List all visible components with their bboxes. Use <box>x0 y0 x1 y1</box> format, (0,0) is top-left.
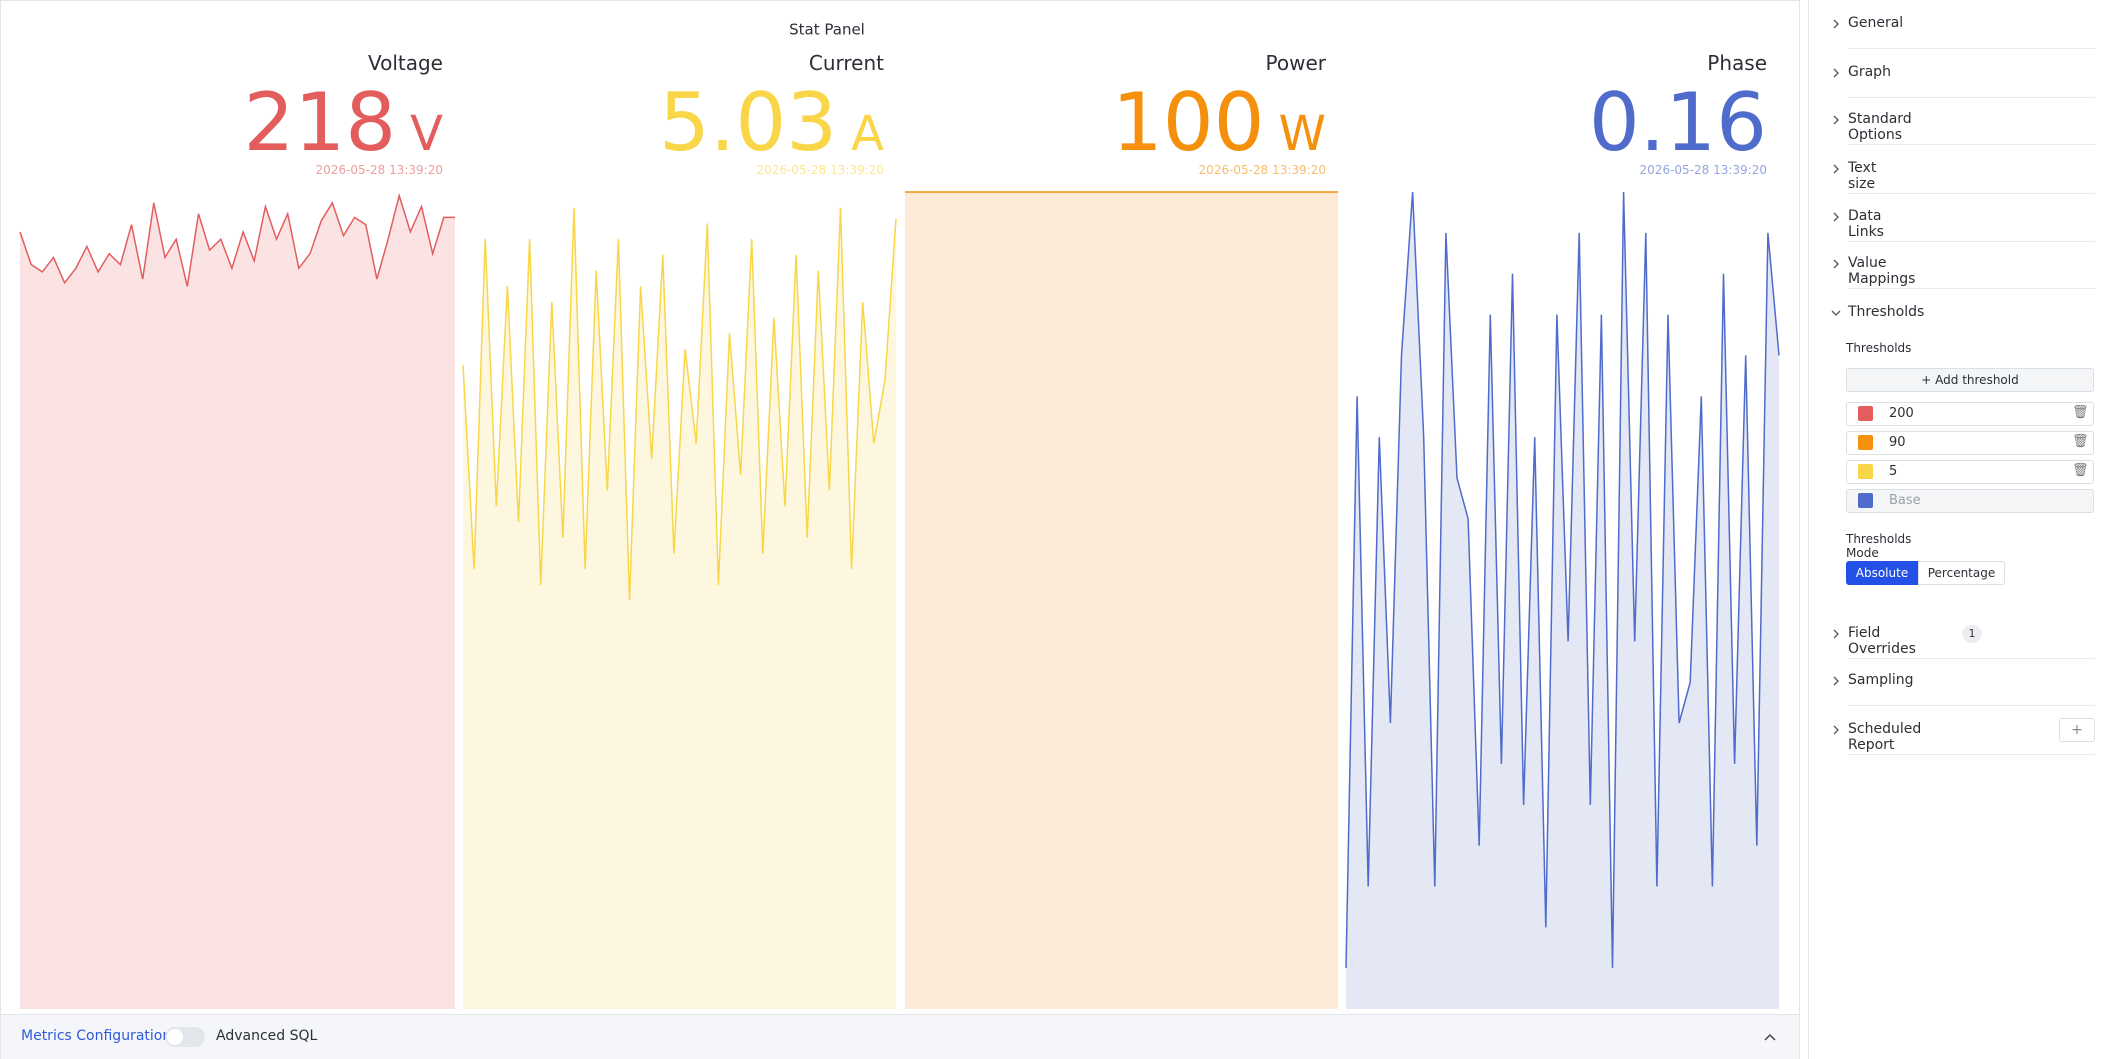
stat-timestamp: 2026-05-28 13:39:20 <box>757 163 884 177</box>
chevron <box>1833 259 1839 269</box>
stat-number: 218 <box>243 76 396 169</box>
add-threshold-label: Add threshold <box>1935 373 2019 387</box>
stat-name: Phase <box>1707 51 1767 75</box>
stat-value: 5.03 A <box>659 76 884 169</box>
stat-number: 5.03 <box>659 76 837 169</box>
threshold-color[interactable] <box>1858 464 1873 479</box>
separator <box>1848 705 2095 706</box>
metrics-link[interactable]: Metrics Configuration <box>21 1028 172 1044</box>
separator <box>1848 48 2095 49</box>
section-header[interactable]: General <box>1848 15 1904 31</box>
sparkline <box>1345 191 1780 969</box>
collapse-icon[interactable] <box>1763 1030 1777 1044</box>
stat-value: 218 V <box>243 76 443 169</box>
stat-value: 0.16 <box>1589 76 1767 169</box>
stat-number: 0.16 <box>1589 76 1767 169</box>
add-threshold[interactable]: + Add threshold <box>1846 368 2094 392</box>
section-header[interactable]: Graph <box>1848 64 1891 80</box>
section-header[interactable]: Scheduled Report <box>1848 721 1922 753</box>
separator <box>1848 97 2095 98</box>
sparkline-area <box>905 192 1338 1009</box>
toggle-label: Advanced SQL <box>216 1028 318 1044</box>
separator <box>1848 754 2095 755</box>
sparkline-area <box>1346 192 1779 1009</box>
separator <box>1848 193 2095 194</box>
stat-unit: A <box>851 106 884 162</box>
chevron <box>1833 725 1839 735</box>
stat-unit: V <box>410 106 443 162</box>
stat-unit: W <box>1279 106 1326 162</box>
chevron <box>1833 164 1839 174</box>
section-header[interactable]: Value Mappings <box>1848 255 1916 287</box>
separator <box>1848 144 2095 145</box>
section-header[interactable]: Standard Options <box>1848 111 1912 143</box>
stat-name: Voltage <box>368 51 443 75</box>
sparkline-area <box>463 207 896 1009</box>
panel-title: Stat Panel <box>789 21 865 39</box>
threshold-row <box>1846 431 2094 455</box>
separator <box>1848 241 2095 242</box>
section-header[interactable]: Thresholds <box>1848 304 1925 320</box>
chevron <box>1831 310 1841 316</box>
section-header[interactable]: Text size <box>1848 160 1877 192</box>
threshold-value[interactable]: 200 <box>1889 406 1914 421</box>
threshold-row <box>1846 489 2094 513</box>
mode-button[interactable]: Absolute <box>1846 561 1918 585</box>
sparkline-area <box>20 195 455 1010</box>
chevron <box>1833 212 1839 222</box>
threshold-color[interactable] <box>1858 406 1873 421</box>
thresholds-label: Thresholds <box>1846 341 1912 355</box>
badge: 1 <box>1962 625 1982 643</box>
chevron <box>1833 68 1839 78</box>
delete-icon[interactable]: 🗑 <box>2072 405 2089 420</box>
section-header[interactable]: Sampling <box>1848 672 1914 688</box>
delete-icon[interactable]: 🗑 <box>2072 463 2089 478</box>
chevron <box>1833 676 1839 686</box>
mode-button[interactable]: Percentage <box>1918 561 2005 585</box>
stat-number: 100 <box>1112 76 1265 169</box>
divider <box>1808 0 1809 1059</box>
separator <box>1848 288 2095 289</box>
stat-name: Current <box>809 51 884 75</box>
chevron <box>1833 115 1839 125</box>
section-header[interactable]: Data Links <box>1848 208 1884 240</box>
section-header[interactable]: Field Overrides <box>1848 625 1916 657</box>
separator <box>1848 658 2095 659</box>
threshold-value[interactable]: 90 <box>1889 435 1906 450</box>
mode-label: Thresholds Mode <box>1846 532 1912 560</box>
threshold-row <box>1846 460 2094 484</box>
stat-value: 100 W <box>1112 76 1326 169</box>
sparkline <box>19 192 455 287</box>
stat-name: Power <box>1266 51 1327 75</box>
threshold-color[interactable] <box>1858 435 1873 450</box>
stat-timestamp: 2026-05-28 13:39:20 <box>316 163 443 177</box>
threshold-color[interactable] <box>1858 493 1873 508</box>
sparkline <box>462 207 897 601</box>
chevron <box>1833 19 1839 29</box>
delete-icon[interactable]: 🗑 <box>2072 434 2089 449</box>
toggle[interactable] <box>165 1027 205 1047</box>
threshold-value[interactable]: Base <box>1889 493 1921 508</box>
threshold-value[interactable]: 5 <box>1889 464 1898 479</box>
add-report[interactable]: + <box>2059 718 2095 742</box>
stat-timestamp: 2026-05-28 13:39:20 <box>1199 163 1326 177</box>
threshold-row <box>1846 402 2094 426</box>
chevron <box>1833 629 1839 639</box>
footer: Metrics Configuration Advanced SQL <box>1 1014 1799 1059</box>
stat-timestamp: 2026-05-28 13:39:20 <box>1640 163 1767 177</box>
